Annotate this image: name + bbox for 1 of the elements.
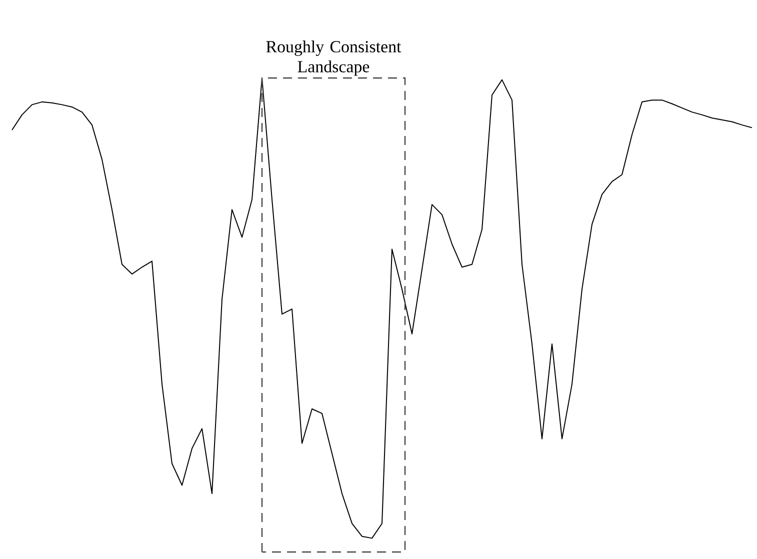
text: Roughly Consistent Landscape bbox=[266, 40, 402, 76]
